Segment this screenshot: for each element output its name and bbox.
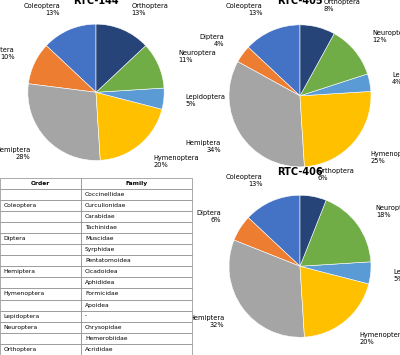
Text: Neuroptera
18%: Neuroptera 18% [376, 205, 400, 218]
Text: Hemiptera
34%: Hemiptera 34% [186, 140, 221, 153]
Wedge shape [248, 25, 300, 96]
Wedge shape [28, 84, 100, 160]
Text: Orthoptera
8%: Orthoptera 8% [323, 0, 360, 12]
Title: RTC-144: RTC-144 [73, 0, 119, 6]
Text: Diptera
6%: Diptera 6% [196, 209, 221, 223]
Wedge shape [96, 88, 164, 109]
Wedge shape [238, 47, 300, 96]
Wedge shape [300, 74, 371, 96]
Text: Coleoptera
13%: Coleoptera 13% [226, 3, 263, 16]
Text: Coleoptera
13%: Coleoptera 13% [226, 174, 263, 187]
Text: Hymenoptera
25%: Hymenoptera 25% [370, 151, 400, 164]
Wedge shape [234, 218, 300, 266]
Text: Hymenoptera
20%: Hymenoptera 20% [153, 155, 199, 168]
Text: Hymenoptera
20%: Hymenoptera 20% [360, 332, 400, 345]
Wedge shape [248, 195, 300, 266]
Wedge shape [28, 46, 96, 92]
Text: Hemiptera
32%: Hemiptera 32% [189, 315, 224, 328]
Wedge shape [300, 266, 369, 337]
Wedge shape [300, 91, 371, 167]
Text: Coleoptera
13%: Coleoptera 13% [24, 3, 60, 16]
Text: Lepidoptera
4%: Lepidoptera 4% [392, 72, 400, 85]
Title: RTC-405: RTC-405 [277, 0, 323, 6]
Wedge shape [229, 62, 304, 167]
Text: Lepidoptera
5%: Lepidoptera 5% [393, 269, 400, 282]
Wedge shape [96, 46, 164, 92]
Wedge shape [300, 200, 371, 266]
Text: Hemiptera
28%: Hemiptera 28% [0, 147, 30, 160]
Wedge shape [229, 240, 304, 337]
Wedge shape [96, 24, 146, 92]
Text: Neuroptera
12%: Neuroptera 12% [372, 29, 400, 43]
Text: Lepidoptera
5%: Lepidoptera 5% [186, 94, 226, 107]
Wedge shape [300, 34, 368, 96]
Wedge shape [46, 24, 96, 92]
Text: Diptera
4%: Diptera 4% [200, 34, 224, 47]
Text: Diptera
10%: Diptera 10% [0, 48, 14, 60]
Wedge shape [300, 262, 371, 284]
Wedge shape [96, 92, 162, 160]
Text: Orthoptera
6%: Orthoptera 6% [318, 168, 354, 181]
Wedge shape [300, 195, 326, 266]
Text: Neuroptera
11%: Neuroptera 11% [178, 50, 216, 63]
Title: RTC-406: RTC-406 [277, 167, 323, 177]
Text: Orthoptera
13%: Orthoptera 13% [132, 3, 169, 16]
Wedge shape [300, 25, 334, 96]
